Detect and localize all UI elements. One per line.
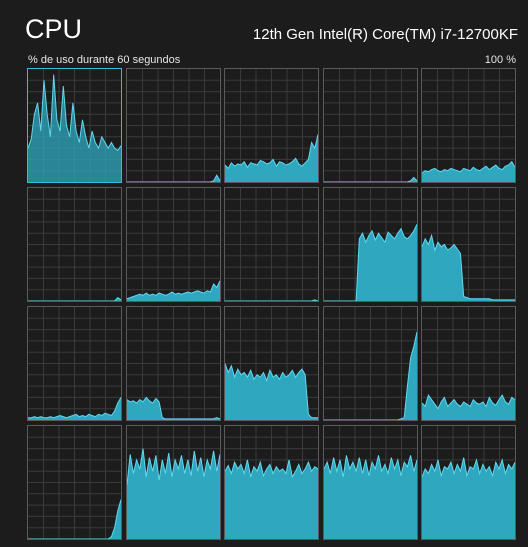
core-usage-chart <box>126 69 220 182</box>
core-usage-chart <box>28 307 121 420</box>
chart-gridlines <box>323 69 417 182</box>
core-usage-area <box>422 457 515 539</box>
core-usage-chart <box>225 426 318 539</box>
core-usage-area <box>225 134 318 182</box>
core-graph-8[interactable] <box>322 187 418 302</box>
chart-gridlines <box>28 188 121 301</box>
core-graph-3[interactable] <box>322 68 418 183</box>
core-usage-line <box>422 160 515 174</box>
core-graph-5[interactable] <box>27 187 122 302</box>
core-usage-chart <box>323 307 417 420</box>
core-graph-10[interactable] <box>27 306 122 421</box>
core-usage-line <box>225 363 318 419</box>
core-usage-chart <box>323 188 417 301</box>
utilization-axis-label: % de uso durante 60 segundos <box>28 54 181 66</box>
core-graph-13[interactable] <box>322 306 418 421</box>
core-usage-line <box>422 457 515 478</box>
chart-gridlines <box>323 307 417 420</box>
core-usage-chart <box>225 307 318 420</box>
core-usage-chart <box>28 69 121 182</box>
core-usage-line <box>323 455 417 477</box>
core-graph-12[interactable] <box>224 306 319 421</box>
core-graph-9[interactable] <box>421 187 516 302</box>
core-graph-7[interactable] <box>224 187 319 302</box>
core-usage-line <box>126 396 220 420</box>
core-usage-area <box>323 455 417 539</box>
core-usage-area <box>225 363 318 420</box>
core-usage-chart <box>225 69 318 182</box>
core-usage-line <box>28 74 121 152</box>
core-usage-chart <box>323 426 417 539</box>
chart-gridlines <box>225 188 318 301</box>
core-graph-4[interactable] <box>421 68 516 183</box>
core-graph-14[interactable] <box>421 306 516 421</box>
core-usage-chart <box>422 69 515 182</box>
core-usage-line <box>323 331 417 420</box>
core-graph-15[interactable] <box>27 425 122 540</box>
core-usage-line <box>422 233 515 301</box>
chart-gridlines <box>28 307 121 420</box>
core-usage-chart <box>126 426 220 539</box>
chart-gridlines <box>126 188 220 301</box>
core-graph-6[interactable] <box>125 187 221 302</box>
core-graph-0[interactable] <box>27 68 122 183</box>
core-usage-line <box>422 393 515 410</box>
core-usage-line <box>126 448 220 485</box>
core-graph-11[interactable] <box>125 306 221 421</box>
chart-gridlines <box>225 69 318 182</box>
core-usage-area <box>28 74 121 182</box>
core-usage-area <box>126 280 220 301</box>
core-usage-chart <box>126 188 220 301</box>
cpu-model-name: 12th Gen Intel(R) Core(TM) i7-12700KF <box>252 26 518 43</box>
core-graph-grid <box>27 68 516 540</box>
core-usage-chart <box>126 307 220 420</box>
core-usage-area <box>422 161 515 182</box>
cpu-title: CPU <box>25 14 83 44</box>
core-graph-17[interactable] <box>224 425 319 540</box>
core-usage-chart <box>323 69 417 182</box>
core-usage-area <box>323 331 417 420</box>
core-usage-line <box>126 280 220 300</box>
core-usage-area <box>126 448 220 539</box>
core-usage-area <box>225 459 318 539</box>
core-usage-chart <box>422 188 515 301</box>
core-usage-chart <box>28 426 121 539</box>
core-usage-chart <box>422 307 515 420</box>
core-usage-line <box>225 459 318 479</box>
core-graph-19[interactable] <box>421 425 516 540</box>
chart-gridlines <box>28 426 121 539</box>
core-graph-1[interactable] <box>125 68 221 183</box>
max-percent-label: 100 % <box>484 54 516 66</box>
core-usage-line <box>28 397 121 419</box>
core-graph-16[interactable] <box>125 425 221 540</box>
core-usage-chart <box>422 426 515 539</box>
core-usage-chart <box>28 188 121 301</box>
chart-gridlines <box>422 69 515 182</box>
core-usage-area <box>422 235 515 301</box>
core-graph-2[interactable] <box>224 68 319 183</box>
core-usage-line <box>323 223 417 301</box>
core-usage-chart <box>225 188 318 301</box>
chart-gridlines <box>126 69 220 182</box>
core-graph-18[interactable] <box>322 425 418 540</box>
core-usage-area <box>323 224 417 301</box>
core-usage-area <box>422 395 515 420</box>
core-usage-line <box>225 134 318 170</box>
core-usage-area <box>126 397 220 420</box>
